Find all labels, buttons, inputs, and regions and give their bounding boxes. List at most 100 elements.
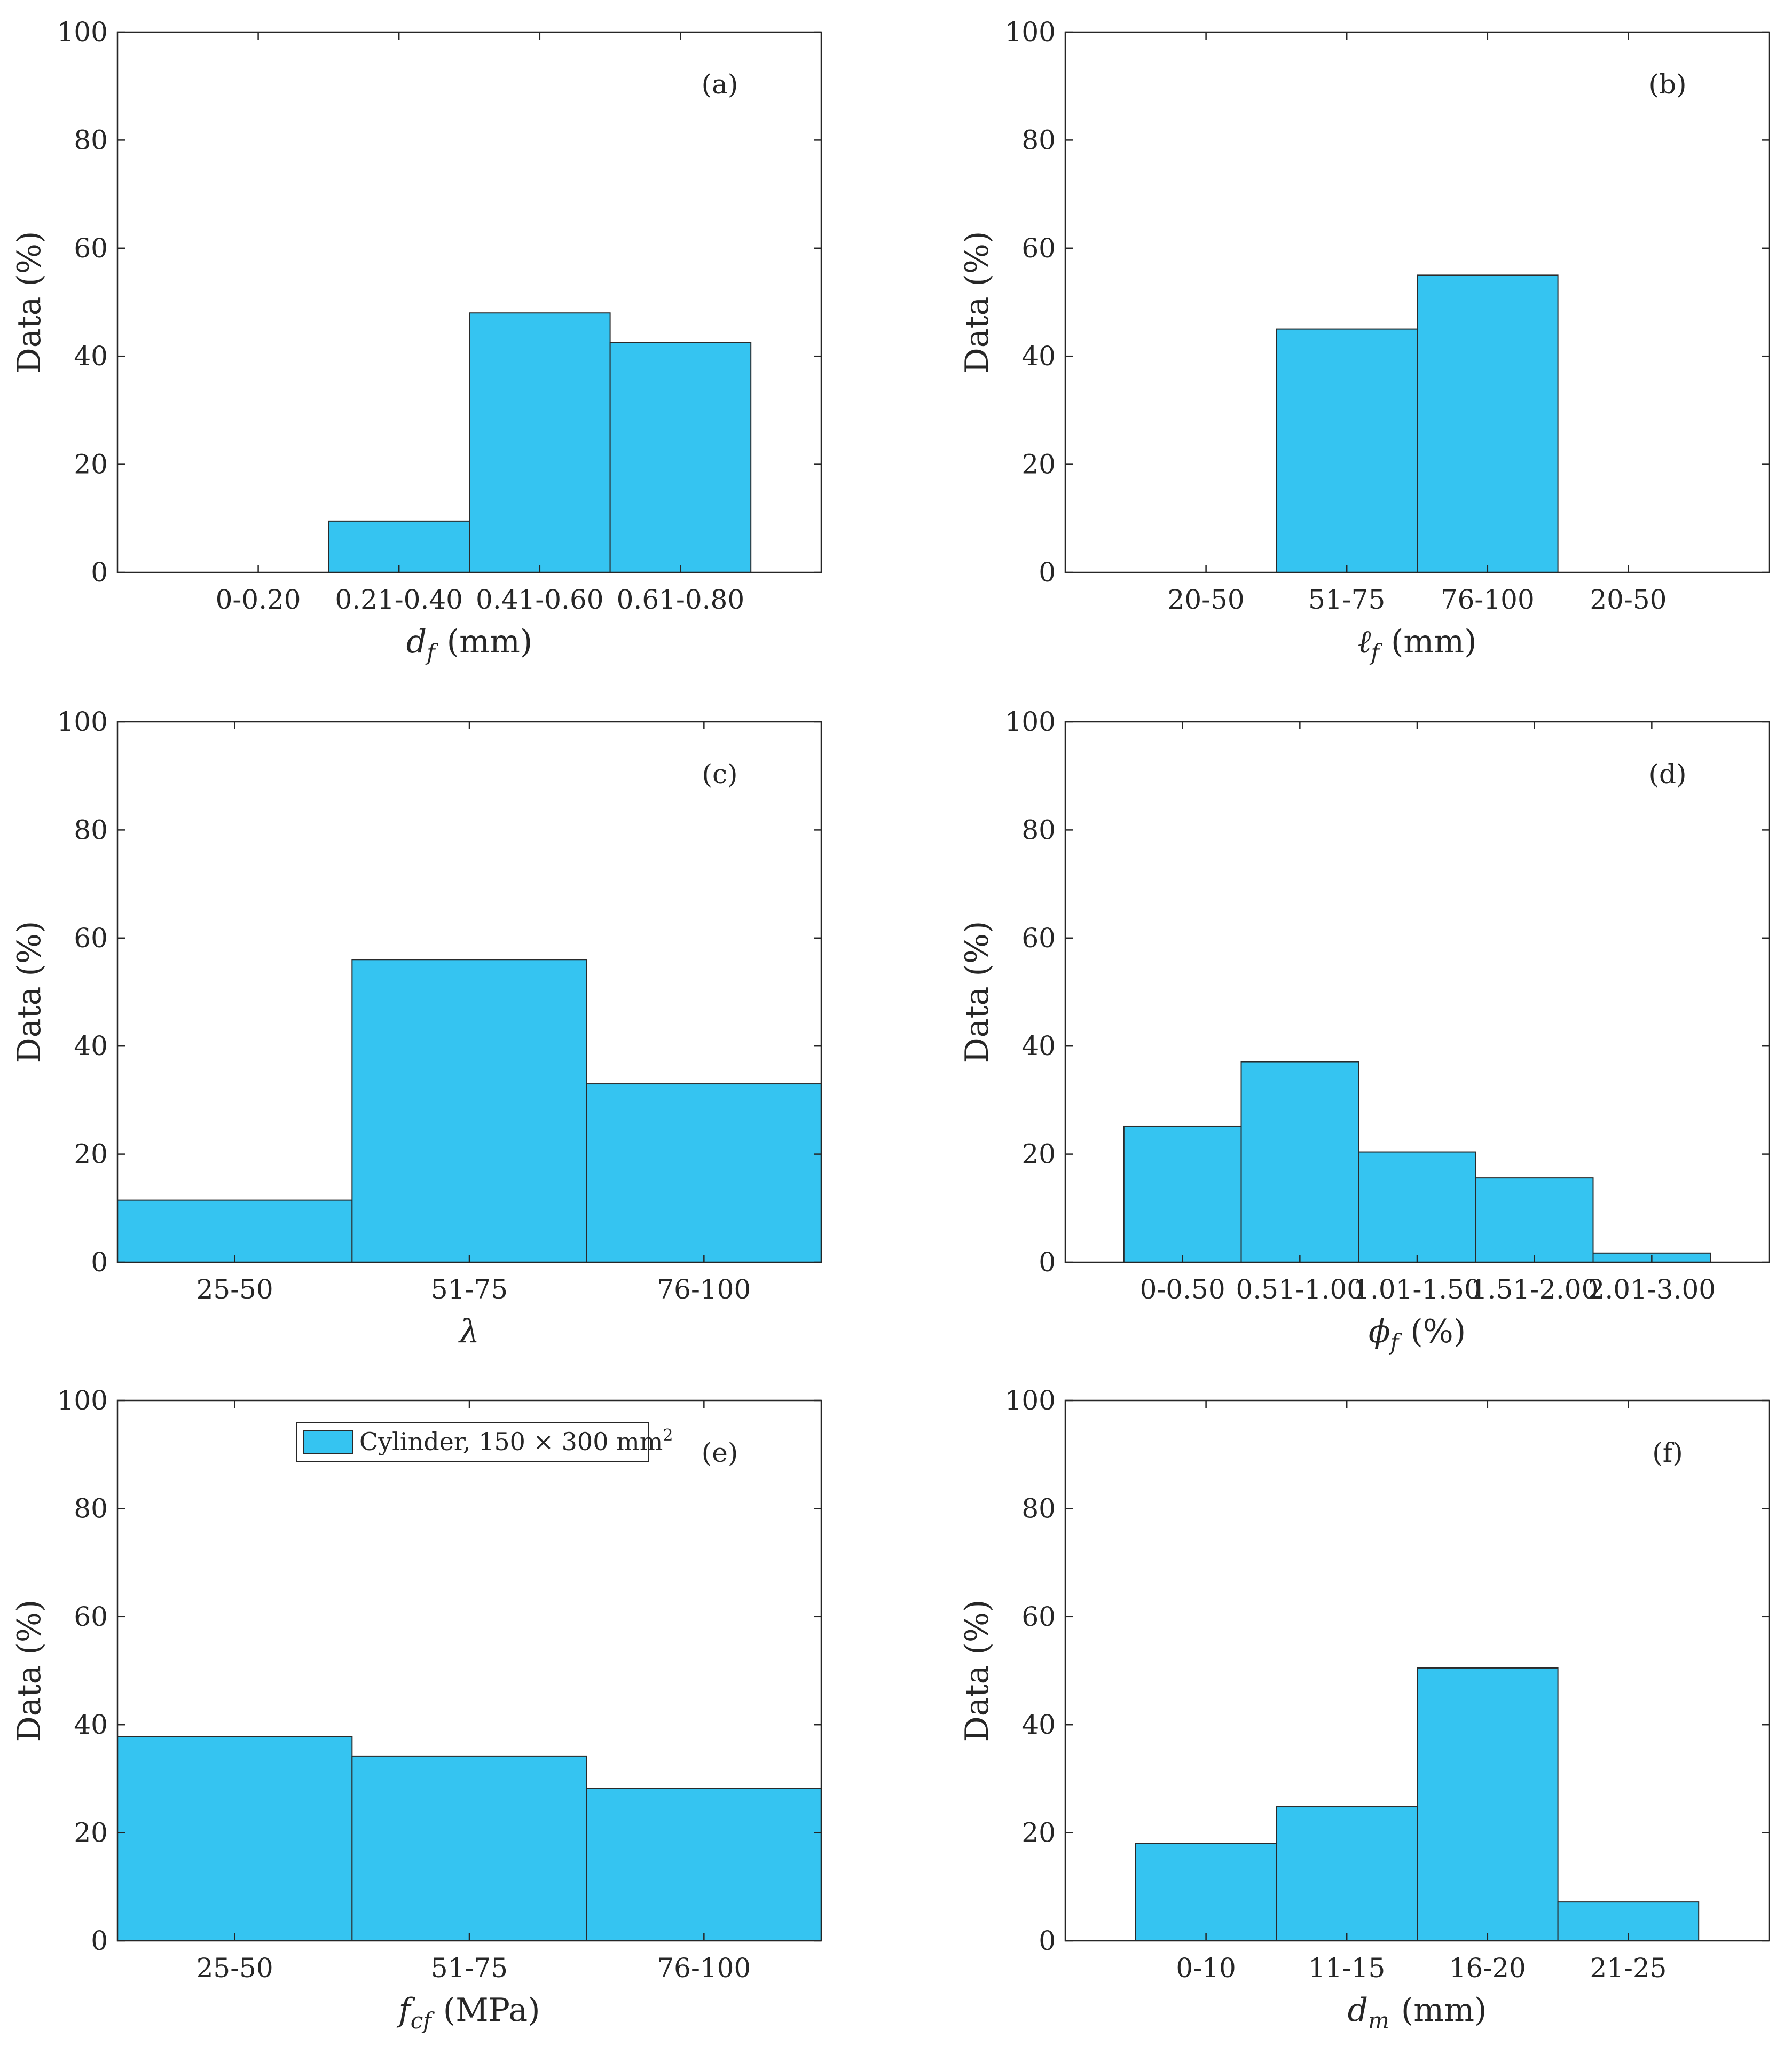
x-axis-subscript: m — [1368, 2008, 1389, 2034]
y-tick-label: 100 — [1005, 17, 1056, 48]
x-tick-label: 1.01-1.50 — [1353, 1274, 1481, 1305]
y-tick-label: 0 — [1039, 1247, 1056, 1278]
axes-box — [1064, 1399, 1770, 1942]
x-axis-subscript: cf — [411, 2008, 435, 2034]
x-axis-label: dm (mm) — [1348, 1992, 1487, 2034]
y-tick-label: 40 — [1021, 1030, 1056, 1061]
chart-panel-3: 0 20 40 60 80 100 25-50 51-75 76-100 Data (%) λ (c) — [11, 706, 822, 1350]
x-tick-label: 76-100 — [657, 1274, 751, 1305]
x-axis-label: ℓf (mm) — [1357, 623, 1476, 665]
legend-swatch — [303, 1430, 353, 1454]
legend-label: Cylinder, 150 × 300 mm2 — [359, 1426, 673, 1456]
bar-51-75 — [351, 959, 587, 1263]
panel-tag: (a) — [702, 69, 738, 100]
x-axis-symbol: λ — [458, 1313, 480, 1350]
y-tick-label: 80 — [1021, 124, 1056, 155]
bar-76-100 — [586, 1788, 822, 1941]
panel-tag: (e) — [702, 1437, 738, 1468]
axes-box — [1064, 31, 1770, 573]
x-axis-subscript: f — [425, 639, 438, 665]
x-tick-label: 0-0.20 — [216, 584, 301, 615]
y-tick-label: 20 — [74, 1139, 108, 1170]
legend-box — [296, 1422, 649, 1462]
x-axis-label: df (mm) — [406, 623, 533, 665]
x-tick-label: 0.51-1.00 — [1236, 1274, 1364, 1305]
axes-box — [116, 31, 822, 573]
chart-panel-6: 0 20 40 60 80 100 0-10 11-15 16-20 21-25 Data (%) d… — [958, 1385, 1770, 2034]
bar-0-0.50 — [1123, 1125, 1242, 1263]
x-axis-symbol: d — [406, 623, 427, 660]
y-axis-label: Data (%) — [11, 1600, 48, 1742]
x-tick-label: 0.21-0.40 — [335, 584, 463, 615]
panel-tag: (b) — [1648, 69, 1686, 100]
y-tick-label: 100 — [57, 17, 108, 48]
panel-tag: (c) — [702, 759, 737, 790]
x-tick-label: 51-75 — [1308, 584, 1385, 615]
panel-tag: (f) — [1652, 1437, 1683, 1468]
x-axis-label: fcf (MPa) — [397, 1992, 540, 2034]
y-tick-label: 20 — [1021, 1817, 1056, 1848]
y-tick-label: 40 — [74, 1709, 108, 1740]
x-axis-unit: (mm) — [447, 623, 533, 660]
x-axis-symbol: d — [1348, 1992, 1368, 2029]
x-axis-label: ϕf (%) — [1369, 1313, 1466, 1355]
x-tick-label: 0.61-0.80 — [617, 584, 745, 615]
y-tick-label: 60 — [1021, 923, 1056, 954]
x-axis-unit: (MPa) — [443, 1992, 540, 2029]
bar-16-20 — [1417, 1667, 1559, 1941]
x-tick-label: 11-15 — [1308, 1953, 1385, 1984]
x-tick-label: 25-50 — [197, 1953, 273, 1984]
x-axis-unit: (mm) — [1391, 623, 1477, 660]
x-tick-label: 51-75 — [431, 1953, 508, 1984]
y-tick-label: 60 — [1021, 233, 1056, 264]
x-tick-label: 76-100 — [1441, 584, 1535, 615]
bar-51-75 — [351, 1755, 587, 1941]
y-tick-label: 40 — [74, 341, 108, 372]
y-tick-label: 100 — [1005, 1385, 1056, 1416]
chart-panel-4: 0 20 40 60 80 100 0-0.50 0.51-1.001.01-1.501.51… — [958, 706, 1770, 1355]
y-tick-label: 20 — [1021, 449, 1056, 480]
y-tick-label: 80 — [74, 814, 108, 845]
bar-0-10 — [1135, 1843, 1277, 1942]
x-tick-label: 20-50 — [1590, 584, 1667, 615]
y-axis-label: Data (%) — [958, 231, 996, 374]
y-tick-label: 100 — [57, 706, 108, 737]
x-axis-unit: (mm) — [1401, 1992, 1487, 2029]
y-tick-label: 0 — [1039, 557, 1056, 588]
y-tick-label: 80 — [1021, 1493, 1056, 1524]
y-tick-label: 80 — [74, 1493, 108, 1524]
y-tick-label: 60 — [74, 233, 108, 264]
x-tick-label: 21-25 — [1590, 1953, 1667, 1984]
x-tick-label: 0-0.50 — [1140, 1274, 1225, 1305]
y-tick-label: 100 — [57, 1385, 108, 1416]
x-tick-label: 0-10 — [1176, 1953, 1236, 1984]
x-axis-subscript: f — [1389, 1329, 1402, 1355]
y-tick-label: 20 — [1021, 1139, 1056, 1170]
y-tick-label: 20 — [74, 1817, 108, 1848]
bar-11-15 — [1276, 1806, 1418, 1941]
bar-1.01-1.50 — [1358, 1151, 1476, 1263]
bar-0.41-0.60 — [469, 312, 611, 573]
bar-76-100 — [586, 1083, 822, 1263]
x-tick-label: 76-100 — [657, 1953, 751, 1984]
x-axis-symbol: ℓ — [1357, 623, 1371, 660]
y-axis-label: Data (%) — [958, 1600, 996, 1742]
x-tick-label: 2.01-3.00 — [1588, 1274, 1716, 1305]
x-tick-label: 51-75 — [431, 1274, 508, 1305]
y-tick-label: 80 — [74, 124, 108, 155]
y-tick-label: 40 — [1021, 1709, 1056, 1740]
chart-panel-1: 0 20 40 60 80 100 0-0.20 0.21-0.40 0.41-0.60 0.61… — [11, 17, 822, 665]
bar-0.51-1.00 — [1240, 1061, 1359, 1263]
x-axis-unit: (%) — [1410, 1313, 1466, 1350]
bar-76-100 — [1417, 274, 1559, 573]
x-tick-label: 0.41-0.60 — [476, 584, 604, 615]
x-axis-subscript: f — [1369, 639, 1382, 665]
x-axis-symbol: ϕ — [1369, 1313, 1390, 1350]
chart-panel-2: 0 20 40 60 80 100 20-50 51-75 76-100 20-50 Data (%… — [958, 17, 1770, 665]
y-tick-label: 40 — [74, 1030, 108, 1061]
y-tick-label: 60 — [74, 1601, 108, 1632]
bar-1.51-2.00 — [1475, 1177, 1594, 1263]
legend: Cylinder, 150 × 300 mm2 — [296, 1422, 673, 1462]
